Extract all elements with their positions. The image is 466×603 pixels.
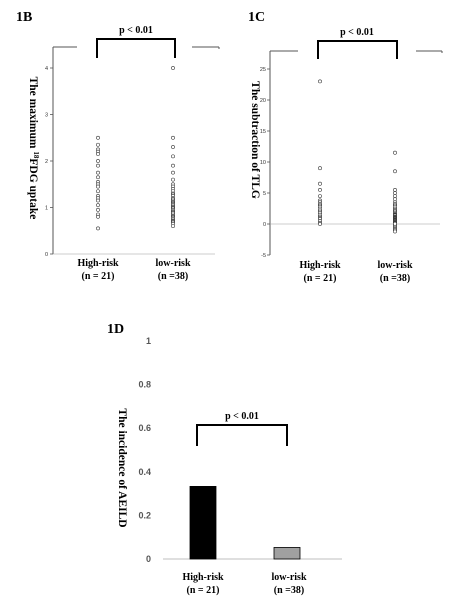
panel-1b-data-point	[96, 184, 100, 189]
panel-1c-data-point	[393, 191, 397, 195]
panel-1d-xlabel-high: High-risk	[182, 572, 224, 583]
panel-1c-data-point	[393, 229, 397, 234]
panel-1c-points	[318, 79, 397, 234]
panel-1d-xlabel-low: low-risk	[272, 572, 307, 583]
panel-1c-data-point	[318, 222, 322, 226]
panel-1d-y-tick-label: 1	[146, 336, 151, 346]
panel-1b-data-point	[96, 159, 100, 163]
panel-1b-data-point	[171, 154, 175, 159]
panel-1c-data-point	[393, 194, 397, 199]
panel-1b-data-point	[171, 145, 175, 149]
panel-1c-data-point	[318, 187, 322, 192]
panel-1b-xlabel-low-n: (n =38)	[158, 271, 188, 282]
panel-1b-points	[96, 66, 175, 231]
panel-1c-data-point	[318, 79, 322, 84]
panel-1d-bar-high-risk	[189, 486, 217, 560]
panel-1b-y-tick-label: 2	[45, 159, 48, 165]
panel-1c-data-point	[393, 221, 397, 226]
panel-1b-data-point	[96, 214, 100, 219]
panel-1b-data-point	[96, 175, 100, 180]
panel-1b-xlabel-high: High-risk	[77, 258, 119, 269]
panel-1b-data-point	[171, 135, 175, 140]
panel-1b-data-point	[96, 163, 100, 168]
panel-1b-y-tick-label: 4	[45, 66, 48, 72]
panel-1d-p-value: p < 0.01	[225, 411, 259, 422]
panel-1b-data-point	[96, 203, 100, 208]
panel-1b-xlabel-high-n: (n = 21)	[82, 271, 115, 282]
panel-1d-xlabel-high-n: (n = 21)	[187, 585, 220, 596]
panel-1b-data-point	[171, 163, 175, 168]
panel-1b-p-value: p < 0.01	[119, 25, 153, 36]
panel-1c-data-point	[318, 166, 322, 171]
panel-1b-y-ticks: 0 1 2 3 4	[45, 66, 53, 258]
panel-1b-data-point	[96, 135, 100, 140]
panel-1b-data-point	[96, 198, 100, 203]
panel-1c: 1C -5 0 5 10 15 20 25 p < 0.01 High-risk (n = …	[248, 10, 443, 284]
panel-1b-y-tick-label: 0	[45, 252, 48, 258]
panel-1b-data-point	[96, 152, 100, 156]
panel-1c-data-point	[318, 181, 322, 186]
panel-1d-bar-low-risk	[273, 547, 301, 560]
panel-1c-data-point	[393, 197, 397, 202]
panel-1c-xlabel-high: High-risk	[299, 260, 341, 271]
panel-1b-data-point	[171, 170, 175, 175]
panel-1c-y-tick-label: 10	[260, 160, 266, 166]
panel-1b-data-point	[96, 189, 100, 194]
panel-1c-ylabel: The subtraction of TLG	[249, 81, 261, 199]
panel-1c-y-ticks: -5 0 5 10 15 20 25	[260, 67, 270, 259]
panel-1b-data-point	[96, 142, 100, 147]
panel-1c-y-tick-label: 0	[263, 222, 266, 228]
panel-1d-bars	[189, 486, 301, 560]
panel-1d-y-tick-label: 0.4	[138, 467, 151, 477]
panel-1c-data-point	[393, 187, 397, 192]
panel-1b-y-tick-label: 1	[45, 206, 48, 212]
panel-1d-significance-bracket	[196, 424, 288, 446]
panel-1c-y-tick-label: 5	[263, 191, 266, 197]
panel-1c-significance-bracket	[317, 40, 398, 59]
panel-1c-data-point	[393, 169, 397, 174]
panel-1c-p-value: p < 0.01	[340, 27, 374, 38]
panel-1d-y-tick-label: 0	[146, 554, 151, 564]
panel-1b-y-tick-label: 3	[45, 113, 48, 119]
panel-1b-label: 1B	[16, 10, 32, 25]
panel-1b-data-point	[171, 177, 175, 182]
panel-1d-xlabel-low-n: (n =38)	[274, 585, 304, 596]
panel-1d-y-tick-label: 0.8	[138, 380, 151, 390]
panel-1c-y-tick-label: 20	[260, 98, 266, 104]
panel-1d-y-tick-label: 0.6	[138, 423, 151, 433]
panel-1d-y-ticks: 0 0.2 0.4 0.6 0.8 1	[138, 336, 151, 564]
panel-1b-ylabel: The maximum 18FDG uptake	[27, 77, 40, 220]
panel-1b-data-point	[171, 66, 175, 70]
panel-1c-label: 1C	[248, 10, 265, 25]
panel-1c-y-tick-label: 25	[260, 67, 266, 73]
panel-1c-xlabel-low-n: (n =38)	[380, 273, 410, 284]
panel-1b-xlabel-low: low-risk	[156, 258, 191, 269]
panel-1b-data-point	[96, 226, 100, 231]
panel-1b-significance-bracket	[96, 38, 176, 58]
panel-1c-data-point	[318, 194, 322, 199]
panel-1b: 1B 0 1 2 3 4 p < 0.01 High-risk (n = 21) low…	[16, 10, 220, 282]
panel-1d-y-tick-label: 0.2	[138, 510, 151, 520]
panel-1b-data-point	[96, 207, 100, 212]
panel-1d: 1D 0 0.2 0.4 0.6 0.8 1 p < 0.01 High-risk (n …	[107, 322, 342, 596]
panel-1d-ylabel: The incidence of AEILD	[116, 408, 128, 527]
panel-1c-xlabel-high-n: (n = 21)	[304, 273, 337, 284]
panel-1c-y-tick-label: 15	[260, 129, 266, 135]
panel-1b-data-point	[171, 224, 175, 229]
panel-1d-label: 1D	[107, 322, 124, 337]
panel-1c-y-tick-label: -5	[261, 253, 266, 259]
panel-1c-data-point	[393, 150, 397, 155]
panel-1b-data-point	[96, 170, 100, 175]
panel-1c-xlabel-low: low-risk	[378, 260, 413, 271]
